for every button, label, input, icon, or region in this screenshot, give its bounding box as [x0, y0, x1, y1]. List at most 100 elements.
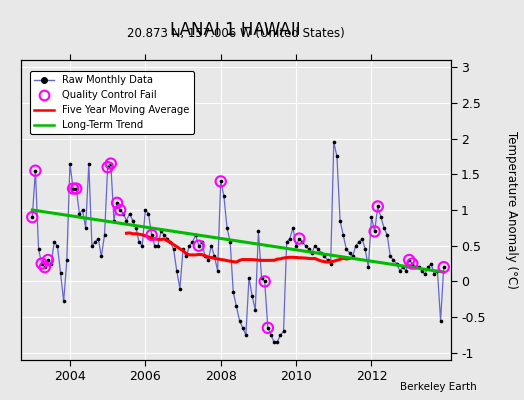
Point [198, 239, 206, 245]
Point [166, 239, 174, 245]
Point [144, 210, 152, 217]
Point [207, 242, 215, 249]
Point [424, 264, 432, 270]
Point [361, 246, 369, 252]
Point [436, 318, 445, 324]
Point [59, 298, 68, 305]
Point [402, 268, 410, 274]
Point [122, 218, 130, 224]
Point [374, 203, 382, 210]
Point [242, 332, 250, 338]
Point [279, 328, 288, 335]
Point [392, 260, 401, 267]
Point [135, 239, 143, 245]
Point [69, 185, 77, 192]
Point [84, 160, 93, 167]
Point [72, 185, 81, 192]
Point [194, 242, 203, 249]
Point [119, 210, 127, 217]
Point [295, 235, 303, 242]
Point [232, 303, 241, 310]
Point [72, 185, 81, 192]
Point [374, 203, 382, 210]
Point [396, 268, 404, 274]
Point [154, 242, 162, 249]
Point [238, 325, 247, 331]
Point [405, 257, 413, 263]
Point [276, 332, 285, 338]
Point [116, 207, 124, 213]
Point [260, 278, 269, 285]
Point [254, 228, 263, 235]
Point [57, 270, 65, 276]
Point [440, 264, 448, 270]
Point [289, 225, 297, 231]
Point [216, 178, 225, 185]
Point [304, 246, 313, 252]
Point [355, 239, 363, 245]
Text: 20.873 N, 157.006 W (United States): 20.873 N, 157.006 W (United States) [127, 28, 345, 40]
Point [138, 242, 146, 249]
Point [339, 232, 347, 238]
Point [223, 225, 231, 231]
Point [103, 164, 112, 170]
Point [389, 257, 398, 263]
Point [125, 210, 134, 217]
Point [28, 214, 37, 220]
Point [421, 271, 429, 278]
Point [235, 318, 244, 324]
Point [286, 235, 294, 242]
Point [179, 246, 187, 252]
Point [370, 228, 379, 235]
Legend: Raw Monthly Data, Quality Control Fail, Five Year Moving Average, Long-Term Tren: Raw Monthly Data, Quality Control Fail, … [30, 71, 194, 134]
Point [75, 210, 83, 217]
Point [103, 164, 112, 170]
Point [433, 268, 442, 274]
Point [226, 239, 234, 245]
Point [320, 253, 329, 260]
Point [100, 232, 108, 238]
Point [414, 264, 423, 270]
Point [147, 232, 156, 238]
Point [201, 253, 209, 260]
Point [163, 235, 171, 242]
Point [245, 275, 253, 281]
Point [330, 139, 338, 145]
Point [132, 225, 140, 231]
Title: LANAI 1 HAWAII: LANAI 1 HAWAII [170, 21, 301, 39]
Point [41, 264, 49, 270]
Point [399, 264, 407, 270]
Point [264, 325, 272, 331]
Point [47, 260, 56, 267]
Point [172, 268, 181, 274]
Point [41, 264, 49, 270]
Point [308, 250, 316, 256]
Point [204, 257, 212, 263]
Point [106, 160, 115, 167]
Point [333, 153, 341, 160]
Point [301, 242, 310, 249]
Point [408, 260, 417, 267]
Point [367, 214, 376, 220]
Point [94, 235, 102, 242]
Point [358, 235, 366, 242]
Point [160, 232, 168, 238]
Point [257, 275, 266, 281]
Point [345, 250, 354, 256]
Point [326, 260, 335, 267]
Point [411, 264, 420, 270]
Point [185, 242, 193, 249]
Point [405, 257, 413, 263]
Point [31, 168, 40, 174]
Point [216, 178, 225, 185]
Point [91, 239, 99, 245]
Point [35, 246, 43, 252]
Point [342, 246, 351, 252]
Point [370, 228, 379, 235]
Point [213, 268, 222, 274]
Point [53, 242, 62, 249]
Point [194, 242, 203, 249]
Point [386, 253, 395, 260]
Point [264, 325, 272, 331]
Point [352, 242, 360, 249]
